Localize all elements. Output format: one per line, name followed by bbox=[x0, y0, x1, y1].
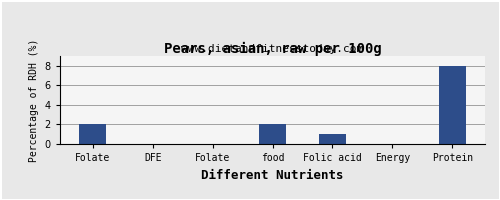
Bar bbox=[80, 124, 106, 144]
X-axis label: Different Nutrients: Different Nutrients bbox=[201, 169, 344, 182]
Bar bbox=[438, 66, 466, 144]
Bar bbox=[259, 124, 286, 144]
Bar bbox=[319, 134, 346, 144]
Y-axis label: Percentage of RDH (%): Percentage of RDH (%) bbox=[29, 38, 39, 162]
Title: Pears, asian, raw per 100g: Pears, asian, raw per 100g bbox=[164, 42, 382, 56]
Text: www.dietandfitnesstoday.com: www.dietandfitnesstoday.com bbox=[182, 44, 364, 54]
